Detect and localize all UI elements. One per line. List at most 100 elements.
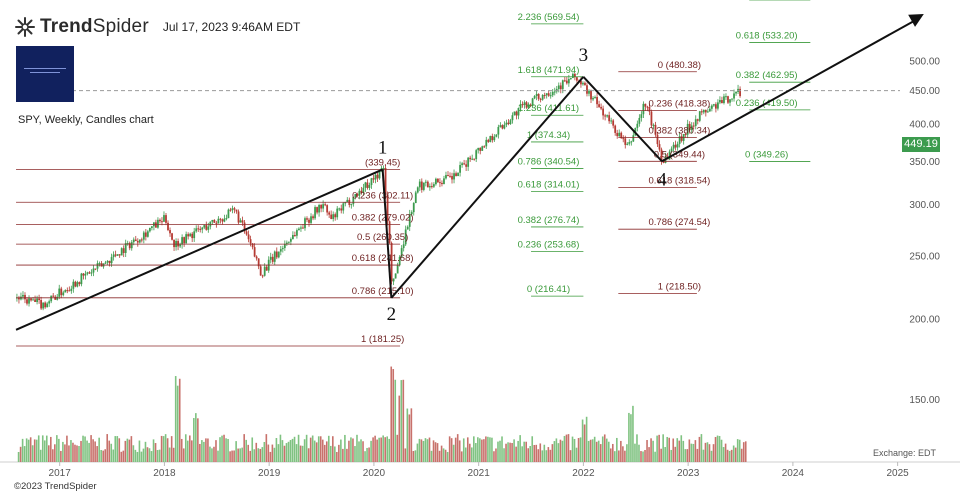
volume-bar	[231, 450, 233, 462]
candle	[424, 181, 427, 183]
volume-bar	[269, 451, 272, 462]
candle	[394, 273, 397, 279]
volume-bar	[430, 450, 433, 462]
candle	[44, 302, 47, 308]
arrowhead-icon	[908, 13, 924, 27]
volume-bar	[740, 448, 743, 462]
volume-bar	[706, 442, 709, 462]
volume-bar	[180, 438, 183, 462]
volume-bar	[263, 441, 266, 462]
candle	[56, 296, 59, 300]
last-price-tag: 449.19	[902, 137, 940, 152]
volume-bar	[334, 446, 336, 462]
volume-bar	[64, 444, 66, 462]
candle	[642, 103, 645, 115]
candle	[710, 105, 713, 109]
volume-bar	[634, 443, 636, 462]
volume-bar	[702, 449, 705, 462]
candle	[201, 227, 204, 230]
volume-bar	[309, 437, 312, 462]
volume-bar	[438, 450, 441, 462]
candle	[221, 219, 224, 222]
volume-bar	[692, 443, 695, 462]
volume-bar	[138, 440, 141, 462]
candle	[674, 144, 677, 148]
fib-level-label: 0 (349.26)	[745, 149, 788, 160]
volume-bar	[525, 441, 527, 462]
candle	[696, 119, 699, 121]
candle	[40, 300, 43, 309]
volume-bar	[660, 448, 662, 462]
wave-label: 4	[657, 169, 667, 190]
volume-bar	[672, 438, 675, 462]
candle	[435, 178, 437, 185]
volume-bar	[356, 434, 358, 462]
candle	[465, 164, 468, 167]
volume-bar	[58, 438, 60, 462]
candle	[96, 263, 99, 269]
y-tick-label: 350.00	[909, 157, 940, 168]
volume-bar	[557, 443, 560, 462]
volume-bar	[533, 444, 536, 462]
volume-bar	[539, 443, 542, 462]
volume-bar	[460, 451, 463, 462]
candle	[352, 197, 355, 205]
candle	[144, 232, 147, 237]
fib-level-label: 0.786 (274.54)	[649, 217, 711, 228]
volume-bar	[464, 447, 467, 462]
volume-bar	[31, 445, 34, 462]
volume-bar	[128, 439, 131, 462]
candle	[346, 199, 349, 203]
fib-level-label: 1.236 (411.61)	[518, 103, 579, 114]
volume-bar	[587, 440, 590, 462]
volume-bar	[207, 438, 209, 462]
candle	[606, 115, 609, 117]
candle	[169, 230, 171, 234]
candle	[356, 194, 359, 196]
candle	[30, 298, 32, 301]
volume-bar	[203, 441, 205, 462]
candle	[340, 208, 343, 211]
candle	[519, 104, 522, 109]
volume-bar	[668, 437, 671, 462]
volume-bar	[41, 435, 44, 462]
candle	[654, 124, 657, 135]
candle	[626, 143, 629, 145]
candle	[368, 185, 371, 188]
volume-bar	[414, 450, 417, 462]
volume-bar	[499, 440, 501, 462]
volume-bar	[118, 438, 121, 462]
candle	[310, 216, 312, 223]
candle	[668, 151, 671, 160]
volume-bar	[178, 378, 181, 462]
candle	[543, 95, 546, 97]
candle	[253, 247, 256, 257]
candle	[52, 295, 55, 297]
candle	[94, 268, 97, 270]
volume-bar	[614, 451, 616, 462]
volume-bar	[251, 437, 254, 462]
fib-level-label: 0 (480.38)	[658, 60, 701, 71]
volume-bar	[543, 444, 546, 462]
volume-bar	[209, 446, 211, 462]
volume-bar	[656, 435, 658, 462]
volume-bar	[74, 444, 76, 462]
candle	[694, 119, 697, 126]
volume-bar	[517, 440, 519, 462]
volume-bar	[21, 438, 24, 462]
volume-bar	[370, 440, 372, 462]
volume-bar	[217, 450, 219, 462]
volume-bar	[485, 436, 487, 462]
candle	[596, 97, 598, 105]
volume-bar	[221, 435, 223, 462]
candle	[245, 231, 248, 235]
volume-bar	[275, 438, 278, 462]
candle	[338, 208, 341, 210]
candle	[207, 226, 210, 230]
candle	[690, 125, 693, 130]
candle	[640, 114, 643, 118]
volume-bar	[434, 442, 437, 462]
volume-bar	[640, 451, 642, 462]
volume-bar	[620, 440, 622, 462]
candle	[658, 144, 661, 150]
